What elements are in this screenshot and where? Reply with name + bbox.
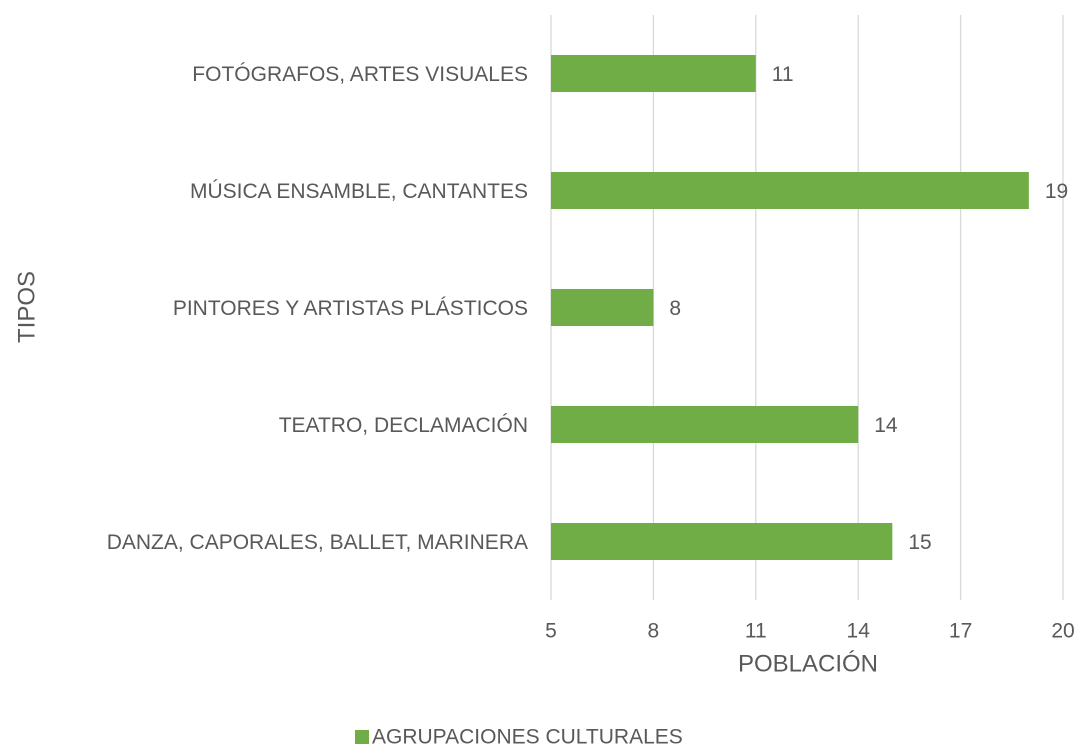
bar <box>551 172 1029 209</box>
y-tick-label: DANZA, CAPORALES, BALLET, MARINERA <box>107 531 528 554</box>
x-tick-label: 17 <box>949 620 972 643</box>
y-tick-label: TEATRO, DECLAMACIÓN <box>279 414 528 437</box>
data-label: 14 <box>874 414 898 437</box>
bar <box>551 523 893 560</box>
y-axis-label: TIPOS <box>13 271 40 343</box>
x-tick-label: 20 <box>1051 620 1074 643</box>
bar <box>551 55 756 92</box>
legend-swatch <box>355 730 369 744</box>
y-tick-label: FOTÓGRAFOS, ARTES VISUALES <box>192 63 528 86</box>
bar <box>551 289 654 326</box>
y-tick-label: MÚSICA ENSAMBLE, CANTANTES <box>190 180 528 203</box>
data-label: 15 <box>908 531 931 554</box>
x-tick-label: 8 <box>648 620 660 643</box>
x-axis-label: POBLACIÓN <box>738 650 878 677</box>
legend-label: AGRUPACIONES CULTURALES <box>372 726 683 745</box>
x-tick-label: 11 <box>745 620 767 643</box>
y-tick-label: PINTORES Y ARTISTAS PLÁSTICOS <box>173 297 528 320</box>
x-tick-label: 14 <box>847 620 871 643</box>
x-tick-label: 5 <box>545 620 557 643</box>
data-label: 11 <box>772 63 794 86</box>
data-label: 8 <box>669 297 681 320</box>
bar <box>551 406 859 443</box>
data-label: 19 <box>1045 180 1068 203</box>
